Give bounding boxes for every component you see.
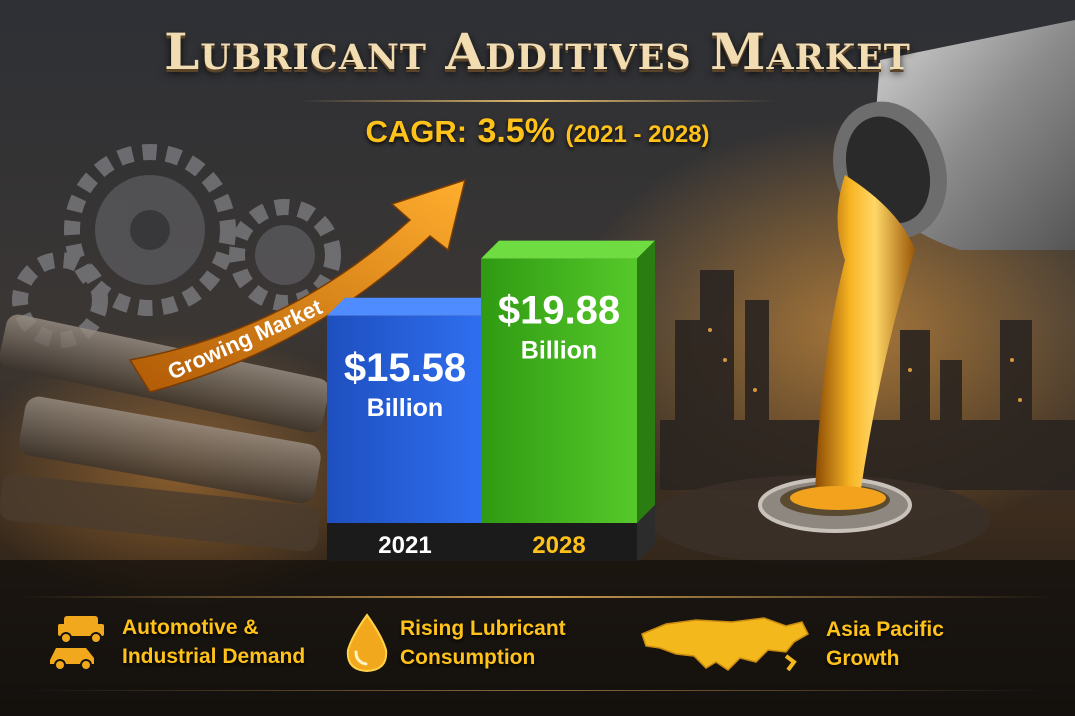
footer-divider-bottom: [20, 690, 1055, 691]
bar-top: [327, 297, 501, 316]
oil-drop-icon: [346, 613, 388, 673]
bar-base: [481, 523, 637, 561]
page-title: Lubricant Additives Market: [164, 22, 911, 81]
cagr-value: 3.5%: [477, 112, 556, 150]
bar-top: [481, 240, 655, 259]
cagr-line: CAGR: 3.5% (2021 - 2028): [0, 112, 1075, 151]
data-label: $15.58: [344, 346, 466, 390]
oil-can-illustration: [833, 20, 1075, 250]
bar-2028: 2028 $19.88 Billion: [481, 240, 655, 561]
feature-text: Asia Pacific Growth: [826, 618, 944, 670]
data-unit-label: Billion: [367, 394, 443, 422]
feature-automotive: Automotive & Industrial Demand: [44, 612, 305, 672]
bar-2021: 2021 $15.58 Billion: [327, 297, 501, 561]
feature-consumption: Rising Lubricant Consumption: [342, 612, 566, 674]
data-unit-label: Billion: [521, 337, 597, 365]
cagr-label: CAGR:: [365, 114, 468, 149]
gear-icon: [12, 144, 341, 348]
bar-side: [637, 240, 655, 523]
tick-label: 2021: [378, 532, 431, 559]
bar-front: [327, 315, 483, 523]
bar-front: [481, 258, 637, 523]
feature-text: Rising Lubricant Consumption: [400, 617, 566, 669]
bar-base-side: [637, 505, 655, 561]
footer-divider: [20, 596, 1055, 598]
asia-map-icon: [641, 617, 809, 672]
oil-stream: [815, 175, 915, 495]
refinery-illustration: [660, 270, 1075, 490]
bar-base: [327, 523, 483, 561]
cagr-range: (2021 - 2028): [565, 121, 710, 148]
title-divider: [300, 100, 775, 102]
data-label: $19.88: [498, 289, 620, 333]
vehicles-icon: [50, 616, 104, 671]
feature-text: Automotive & Industrial Demand: [122, 616, 306, 668]
tick-label: 2028: [532, 532, 585, 559]
arrow-label: Growing Market: [164, 294, 327, 385]
feature-asia-pacific: Asia Pacific Growth: [636, 612, 944, 676]
